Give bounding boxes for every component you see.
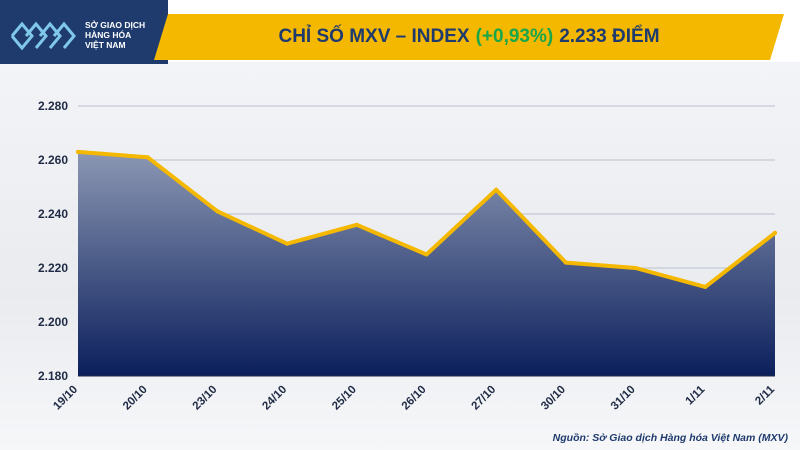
x-tick-label: 1/11: [684, 383, 708, 407]
x-tick-label: 24/10: [260, 384, 289, 413]
data-point: [215, 209, 220, 214]
y-tick-label: 2.240: [38, 207, 68, 221]
x-tick-label: 20/10: [121, 384, 150, 413]
title-bar: [154, 14, 784, 60]
y-tick-label: 2.260: [38, 153, 68, 167]
area-fill: [78, 151, 775, 376]
chart-title: CHỈ SỐ MXV – INDEX (+0,93%) 2.233 ĐIỂM: [154, 14, 784, 60]
title-value: 2.233 ĐIỂM: [559, 26, 660, 47]
mxv-logo: SỞ GIAO DỊCH HÀNG HÓA VIỆT NAM: [0, 0, 168, 64]
logo-text-line-2: HÀNG HÓA: [85, 30, 132, 40]
x-tick-label: 23/10: [191, 384, 220, 413]
logo-text-line-3: VIỆT NAM: [85, 40, 126, 50]
y-tick-label: 2.280: [38, 99, 68, 113]
data-point: [145, 155, 150, 160]
source-note: Nguồn: Sở Giao dịch Hàng hóa Việt Nam (M…: [552, 432, 788, 444]
data-point: [424, 252, 429, 257]
data-point: [494, 187, 499, 192]
logo-text: SỞ GIAO DỊCH HÀNG HÓA VIỆT NAM: [85, 20, 167, 50]
y-tick-label: 2.180: [38, 369, 68, 383]
x-tick-label: 25/10: [330, 384, 359, 413]
data-point: [773, 230, 777, 235]
data-point: [354, 222, 359, 227]
x-tick-label: 30/10: [539, 384, 568, 413]
x-tick-label: 26/10: [400, 384, 429, 413]
x-tick-label: 19/10: [51, 384, 80, 413]
logo-text-line-1: SỞ GIAO DỊCH: [85, 20, 146, 30]
data-point: [703, 284, 708, 289]
title-change-percent: (+0,93%): [475, 26, 554, 47]
y-tick-label: 2.220: [38, 261, 68, 275]
data-point: [285, 241, 290, 246]
x-tick-label: 27/10: [469, 384, 498, 413]
data-point: [633, 266, 638, 270]
logo-chevron-icon: [10, 21, 76, 51]
x-tick-label: 31/10: [609, 384, 638, 413]
data-point: [563, 260, 568, 265]
title-main: CHỈ SỐ MXV – INDEX: [278, 26, 470, 47]
x-tick-label: 2/11: [753, 383, 777, 407]
y-tick-label: 2.200: [38, 315, 68, 329]
data-point: [76, 149, 80, 154]
